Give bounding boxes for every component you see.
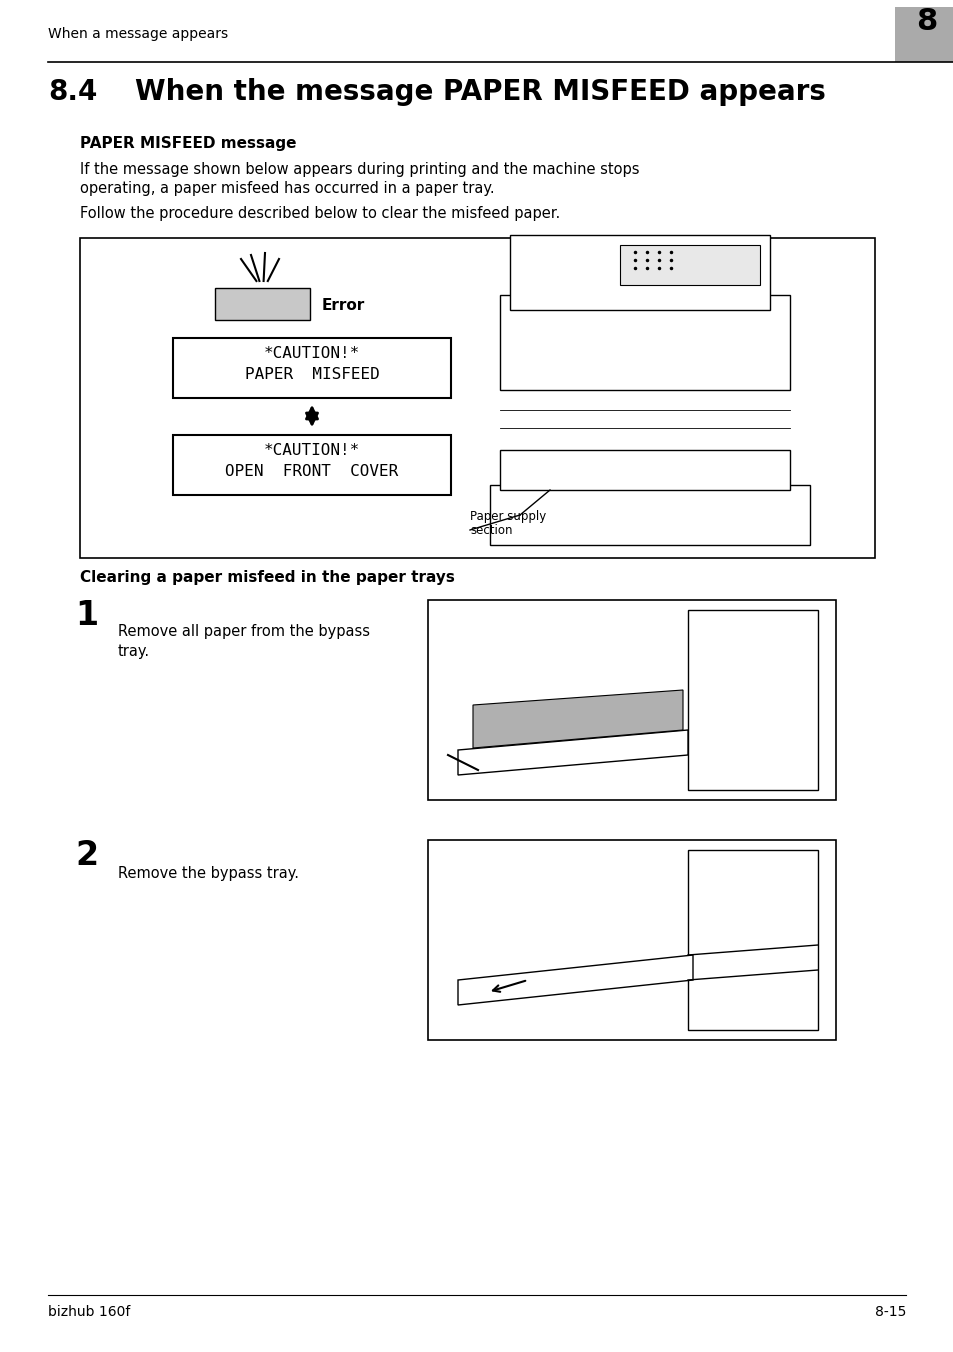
Text: 1: 1 (75, 599, 98, 631)
Text: PAPER  MISFEED: PAPER MISFEED (244, 366, 379, 383)
Text: *CAUTION!*: *CAUTION!* (264, 443, 359, 458)
Text: Paper supply: Paper supply (470, 510, 546, 523)
Text: *CAUTION!*: *CAUTION!* (264, 346, 359, 361)
Text: If the message shown below appears during printing and the machine stops: If the message shown below appears durin… (80, 162, 639, 177)
Text: section: section (470, 525, 512, 537)
FancyBboxPatch shape (80, 238, 874, 558)
Text: bizhub 160f: bizhub 160f (48, 1305, 131, 1320)
Text: When a message appears: When a message appears (48, 27, 228, 41)
FancyBboxPatch shape (499, 450, 789, 489)
FancyBboxPatch shape (172, 338, 451, 397)
Text: 8.4: 8.4 (48, 78, 97, 105)
Polygon shape (457, 955, 692, 1005)
FancyBboxPatch shape (214, 288, 310, 320)
FancyBboxPatch shape (428, 600, 835, 800)
Text: Error: Error (322, 297, 365, 314)
FancyBboxPatch shape (687, 610, 817, 790)
FancyBboxPatch shape (490, 485, 809, 545)
Text: Follow the procedure described below to clear the misfeed paper.: Follow the procedure described below to … (80, 206, 559, 220)
Text: When the message PAPER MISFEED appears: When the message PAPER MISFEED appears (135, 78, 825, 105)
Text: 2: 2 (75, 840, 98, 872)
FancyBboxPatch shape (619, 245, 760, 285)
Text: PAPER MISFEED message: PAPER MISFEED message (80, 137, 296, 151)
Text: tray.: tray. (118, 644, 150, 658)
Polygon shape (457, 730, 687, 775)
Text: Remove all paper from the bypass: Remove all paper from the bypass (118, 625, 370, 639)
FancyBboxPatch shape (510, 235, 769, 310)
FancyBboxPatch shape (172, 435, 451, 495)
Polygon shape (473, 690, 682, 748)
Text: OPEN  FRONT  COVER: OPEN FRONT COVER (225, 464, 398, 479)
FancyBboxPatch shape (499, 295, 789, 389)
Text: Clearing a paper misfeed in the paper trays: Clearing a paper misfeed in the paper tr… (80, 571, 455, 585)
Text: 8: 8 (915, 7, 936, 37)
Text: Remove the bypass tray.: Remove the bypass tray. (118, 867, 298, 882)
FancyBboxPatch shape (894, 7, 953, 62)
FancyBboxPatch shape (687, 850, 817, 1030)
Text: 8-15: 8-15 (874, 1305, 905, 1320)
Text: operating, a paper misfeed has occurred in a paper tray.: operating, a paper misfeed has occurred … (80, 181, 494, 196)
FancyBboxPatch shape (428, 840, 835, 1040)
